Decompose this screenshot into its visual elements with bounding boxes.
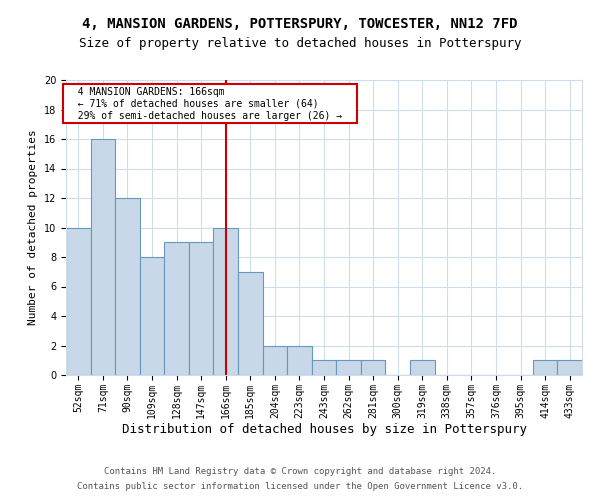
Bar — [410, 360, 434, 375]
Bar — [115, 198, 140, 375]
Bar — [140, 257, 164, 375]
Text: Size of property relative to detached houses in Potterspury: Size of property relative to detached ho… — [79, 38, 521, 51]
Bar — [164, 242, 189, 375]
Bar — [91, 139, 115, 375]
Bar — [361, 360, 385, 375]
Bar — [336, 360, 361, 375]
Bar — [287, 346, 312, 375]
Text: Contains HM Land Registry data © Crown copyright and database right 2024.: Contains HM Land Registry data © Crown c… — [104, 467, 496, 476]
Y-axis label: Number of detached properties: Number of detached properties — [28, 130, 38, 326]
Text: Contains public sector information licensed under the Open Government Licence v3: Contains public sector information licen… — [77, 482, 523, 491]
Bar — [238, 272, 263, 375]
X-axis label: Distribution of detached houses by size in Potterspury: Distribution of detached houses by size … — [121, 424, 527, 436]
Bar — [189, 242, 214, 375]
Text: 4, MANSION GARDENS, POTTERSPURY, TOWCESTER, NN12 7FD: 4, MANSION GARDENS, POTTERSPURY, TOWCEST… — [82, 18, 518, 32]
Bar — [263, 346, 287, 375]
Bar — [557, 360, 582, 375]
Bar — [214, 228, 238, 375]
Bar — [66, 228, 91, 375]
Bar — [533, 360, 557, 375]
Bar — [312, 360, 336, 375]
Text: 4 MANSION GARDENS: 166sqm
  ← 71% of detached houses are smaller (64)
  29% of s: 4 MANSION GARDENS: 166sqm ← 71% of detac… — [66, 88, 354, 120]
